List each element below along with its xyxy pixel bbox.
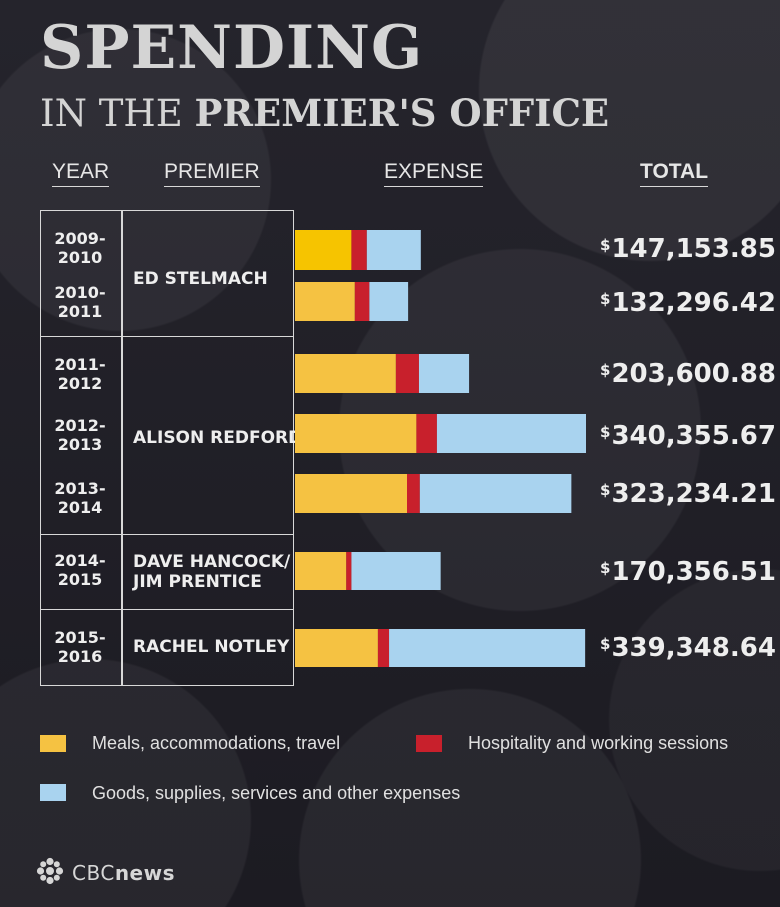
dollar-sign: $ <box>600 361 611 379</box>
total-value: $170,356.51 <box>600 559 776 585</box>
year-label-line2: 2011 <box>57 302 103 321</box>
dollar-sign: $ <box>600 423 611 441</box>
premier-name: DAVE HANCOCK/ JIM PRENTICE <box>133 552 291 592</box>
legend-label-goods: Goods, supplies, services and other expe… <box>92 783 461 803</box>
bar-segment-meals <box>295 230 352 270</box>
year-label-line1: 2014- <box>54 551 106 570</box>
year-label: 2009- 2010 <box>44 229 116 267</box>
year-label-line2: 2012 <box>57 374 103 393</box>
premier-name: ED STELMACH <box>133 269 268 289</box>
legend-label-hospitality: Hospitality and working sessions <box>468 733 729 753</box>
total-amount: 170,356.51 <box>611 557 776 587</box>
bar-segment-hospitality <box>416 414 437 453</box>
bar-segment-hospitality <box>354 282 370 321</box>
bar-segment-goods <box>418 354 470 393</box>
total-amount: 340,355.67 <box>611 421 776 451</box>
total-value: $339,348.64 <box>600 635 776 661</box>
column-header-year: YEAR <box>52 160 110 188</box>
year-label: 2011- 2012 <box>44 355 116 393</box>
year-label-line1: 2009- <box>54 229 106 248</box>
logo-text: CBCnews <box>72 861 175 885</box>
year-label: 2012- 2013 <box>44 416 116 454</box>
year-label-line1: 2013- <box>54 479 106 498</box>
bar-segment-hospitality <box>346 552 352 590</box>
column-header-total: TOTAL <box>640 160 709 188</box>
legend-swatch-hospitality <box>416 735 442 752</box>
column-header-premier: PREMIER <box>164 160 260 188</box>
year-label-line2: 2010 <box>57 248 103 267</box>
total-value: $132,296.42 <box>600 290 776 316</box>
total-amount: 132,296.42 <box>611 288 776 318</box>
group-box-notley <box>40 609 294 686</box>
year-label: 2013- 2014 <box>44 479 116 517</box>
bar-segment-goods <box>351 552 441 590</box>
year-label-line1: 2015- <box>54 628 106 647</box>
column-header-expense: EXPENSE <box>384 160 484 188</box>
bar-segment-goods <box>369 282 409 321</box>
dollar-sign: $ <box>600 635 611 653</box>
title-sub: IN THE PREMIER'S OFFICE <box>40 92 609 135</box>
bar-segment-goods <box>389 629 586 667</box>
bar-segment-meals <box>295 282 355 321</box>
dollar-sign: $ <box>600 559 611 577</box>
year-label: 2015- 2016 <box>44 628 116 666</box>
legend-label-meals: Meals, accommodations, travel <box>92 733 341 753</box>
total-value: $323,234.21 <box>600 481 776 507</box>
year-label-line2: 2014 <box>57 498 103 517</box>
total-amount: 323,234.21 <box>611 479 776 509</box>
bar-segment-hospitality <box>377 629 390 667</box>
logo-suffix: news <box>114 861 175 885</box>
year-label: 2010- 2011 <box>44 283 116 321</box>
legend-swatch-meals <box>40 735 66 752</box>
bar-segment-meals <box>295 474 407 513</box>
title-sub-light: IN THE <box>40 92 183 135</box>
logo-prefix: CBC <box>72 861 115 885</box>
cbc-gem-icon <box>36 857 64 885</box>
title-sub-bold: PREMIER'S OFFICE <box>194 91 610 135</box>
bar-segment-meals <box>295 629 378 667</box>
dollar-sign: $ <box>600 290 611 308</box>
bar-segment-goods <box>436 414 586 453</box>
year-label-line2: 2015 <box>57 570 103 589</box>
total-value: $340,355.67 <box>600 423 776 449</box>
total-value: $203,600.88 <box>600 361 776 387</box>
premier-name: RACHEL NOTLEY <box>133 637 290 657</box>
bar-segment-hospitality <box>407 474 420 513</box>
bar-segment-hospitality <box>395 354 419 393</box>
total-amount: 339,348.64 <box>611 633 776 663</box>
dollar-sign: $ <box>600 481 611 499</box>
total-value: $147,153.85 <box>600 236 776 262</box>
year-label-line2: 2016 <box>57 647 103 666</box>
premier-name: ALISON REDFORD <box>133 428 303 448</box>
cbc-news-logo: CBCnews <box>36 857 174 887</box>
table-column-divider <box>121 210 123 686</box>
bar-segment-meals <box>295 552 347 590</box>
bar-segment-goods <box>419 474 572 513</box>
total-amount: 203,600.88 <box>611 359 776 389</box>
bar-segment-meals <box>295 414 417 453</box>
title-main: SPENDING <box>40 13 424 83</box>
bar-segment-hospitality <box>351 230 367 270</box>
bar-segment-meals <box>295 354 396 393</box>
bar-segment-goods <box>366 230 421 270</box>
dollar-sign: $ <box>600 236 611 254</box>
year-label-line1: 2010- <box>54 283 106 302</box>
legend-swatch-goods <box>40 784 66 801</box>
year-label-line1: 2011- <box>54 355 106 374</box>
total-amount: 147,153.85 <box>611 234 776 264</box>
year-label-line1: 2012- <box>54 416 106 435</box>
year-label-line2: 2013 <box>57 435 103 454</box>
year-label: 2014- 2015 <box>44 551 116 589</box>
